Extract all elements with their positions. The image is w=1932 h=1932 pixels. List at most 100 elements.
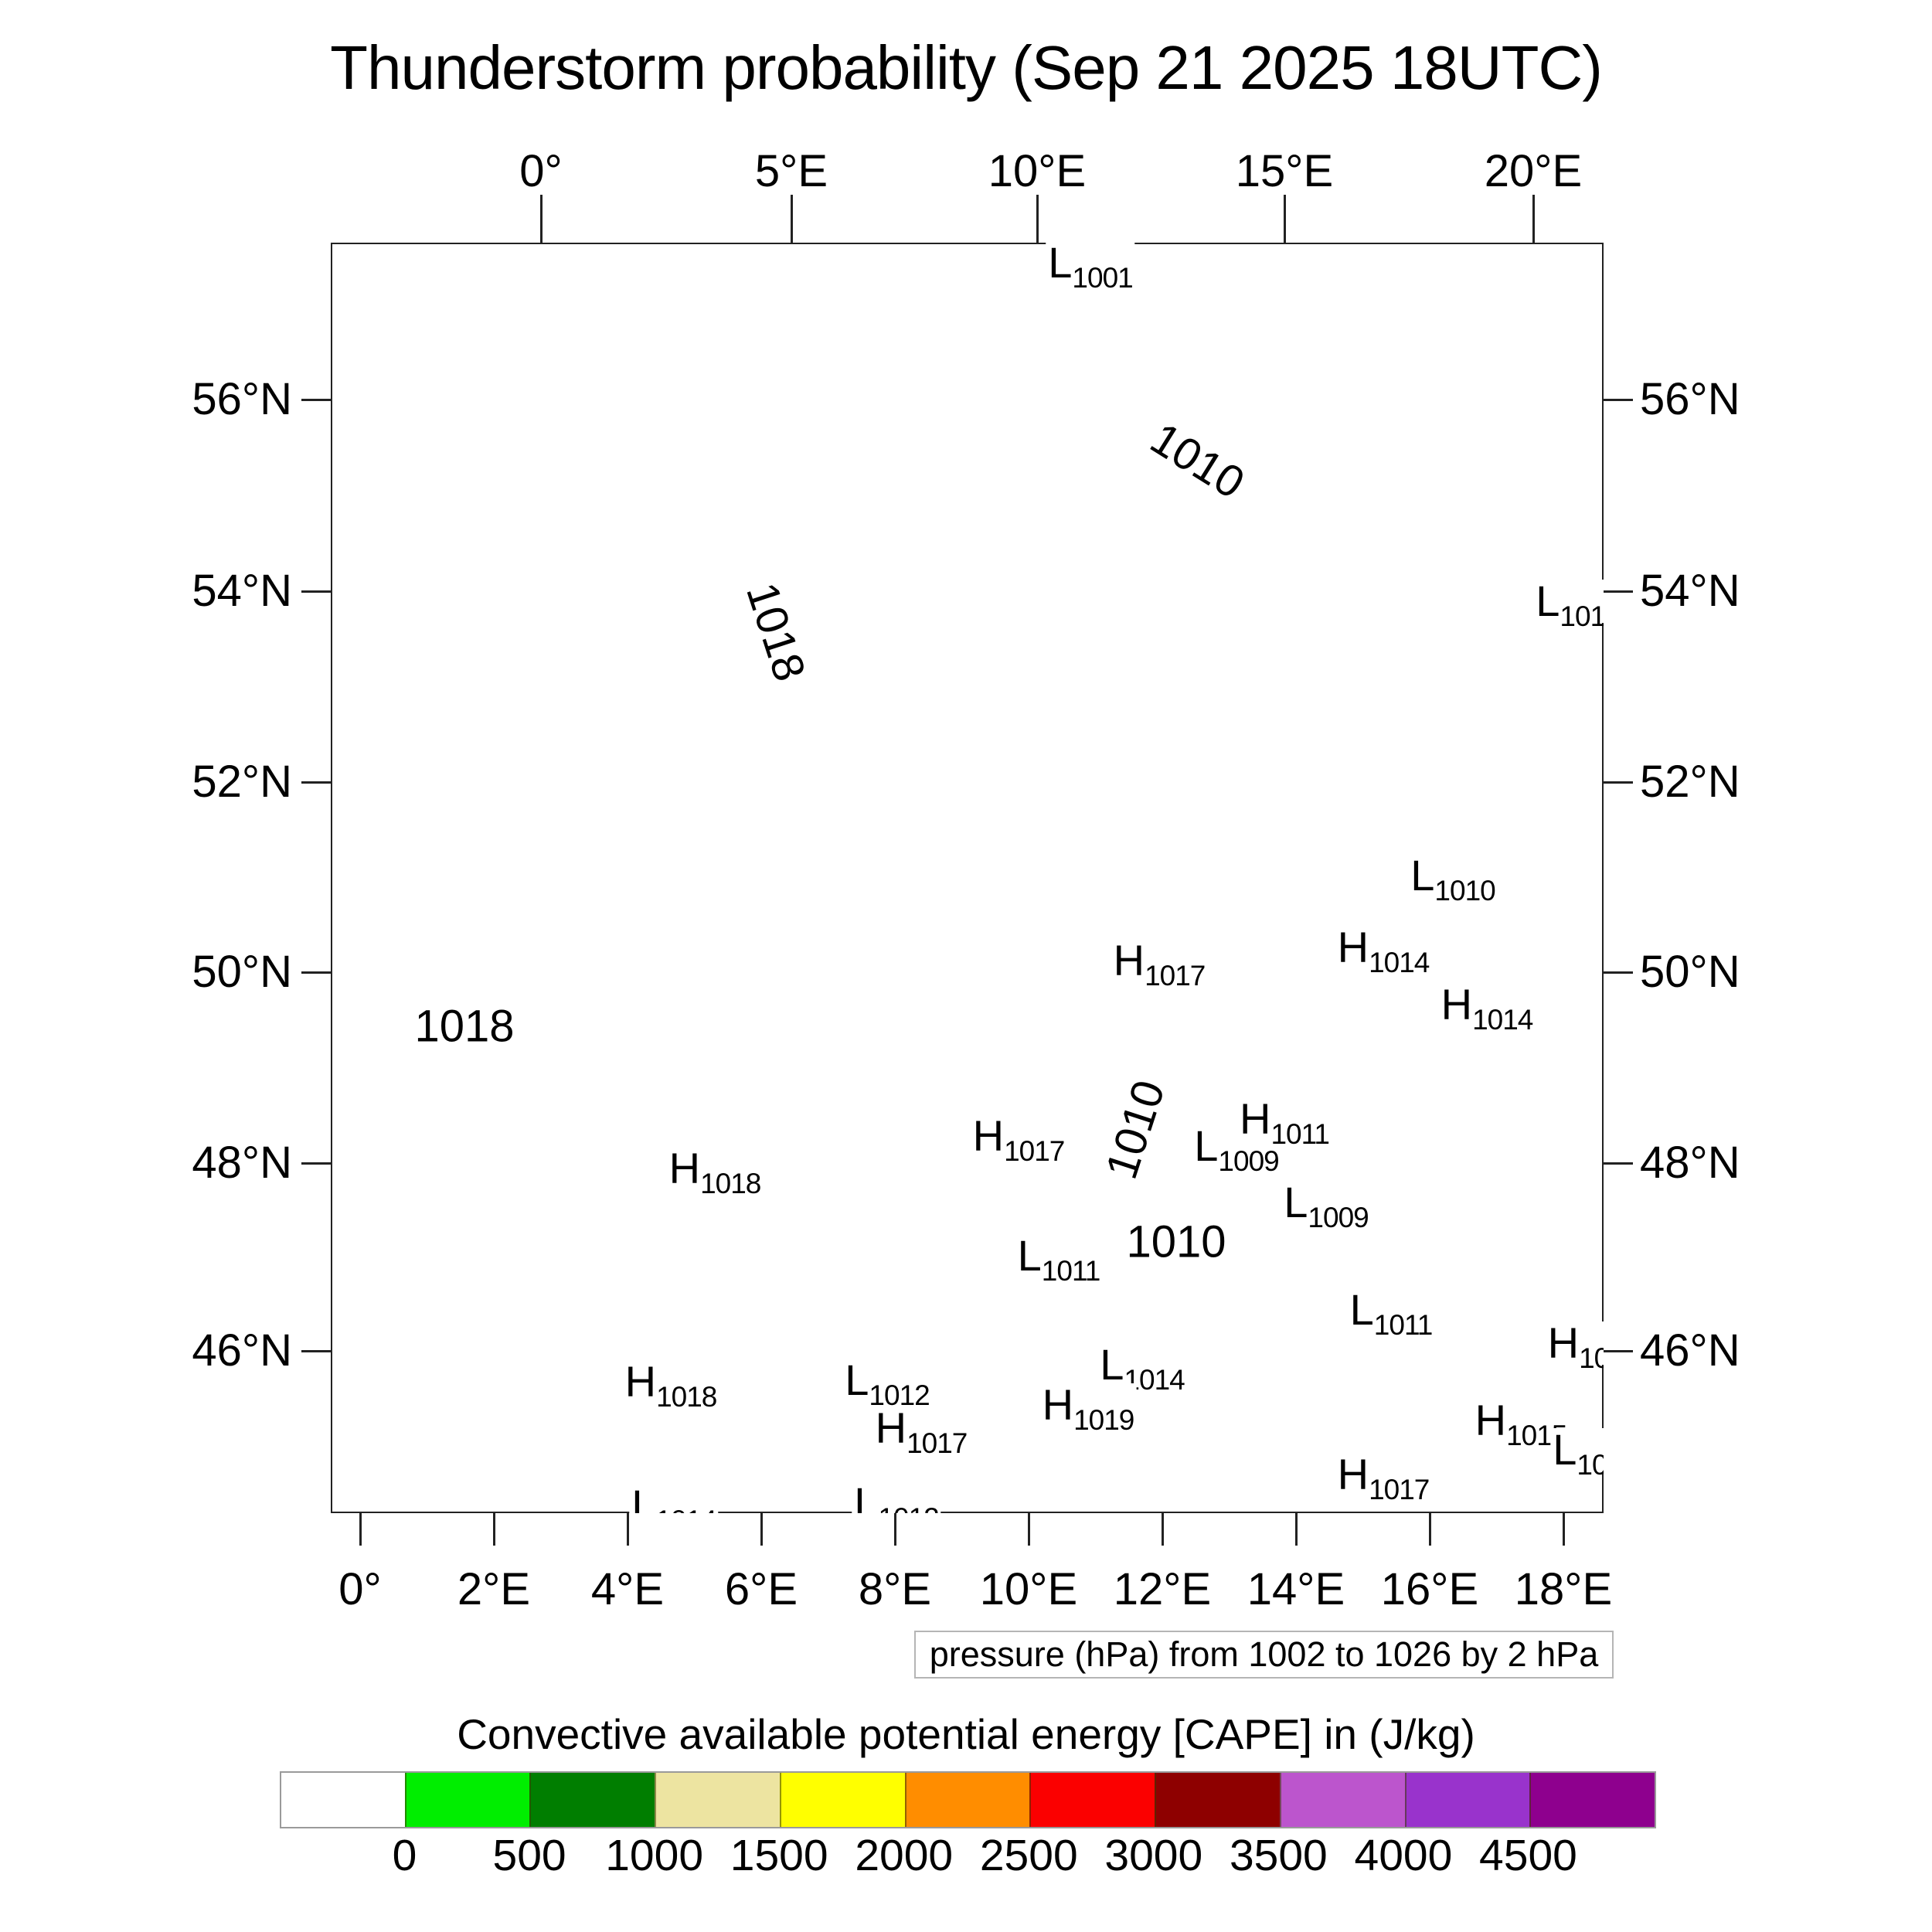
isobar-label-1010: 1010 bbox=[1139, 413, 1255, 510]
top-axis-label: 15°E bbox=[1235, 146, 1334, 196]
right-axis-label: 56°N bbox=[1640, 374, 1740, 424]
pressure-center-l1014: L1014 bbox=[629, 1484, 719, 1513]
colorbar-segment-1 bbox=[404, 1773, 530, 1827]
pressure-center-l1010: L1010 bbox=[1408, 854, 1498, 905]
pressure-center-h1018: H1018 bbox=[666, 1147, 764, 1198]
pressure-center-l1009: L1009 bbox=[1192, 1124, 1281, 1175]
colorbar-tick-label: 500 bbox=[492, 1831, 566, 1880]
colorbar-tick-label: 1500 bbox=[730, 1831, 828, 1880]
top-axis-tick bbox=[1036, 195, 1039, 243]
top-axis-label: 20°E bbox=[1484, 146, 1583, 196]
bottom-axis-tick bbox=[760, 1513, 763, 1546]
bottom-axis-label: 16°E bbox=[1380, 1564, 1479, 1614]
pressure-center-h1017: H1017 bbox=[872, 1406, 970, 1458]
colorbar-segment-9 bbox=[1404, 1773, 1530, 1827]
left-axis-label: 50°N bbox=[192, 947, 292, 997]
pressure-center-l1011: L1011 bbox=[1015, 1234, 1103, 1285]
pressure-center-h1011: H1011 bbox=[1236, 1097, 1332, 1148]
bottom-axis-tick bbox=[1429, 1513, 1431, 1546]
colorbar-tick-label: 0 bbox=[392, 1831, 417, 1880]
top-axis-tick bbox=[791, 195, 793, 243]
bottom-axis-label: 8°E bbox=[858, 1564, 932, 1614]
top-axis-tick bbox=[540, 195, 543, 243]
pressure-center-h1017: H1017 bbox=[970, 1114, 1067, 1165]
isobar-label-1010: 1010 bbox=[1096, 1072, 1175, 1188]
bottom-axis-label: 12°E bbox=[1113, 1564, 1212, 1614]
left-axis-label: 52°N bbox=[192, 757, 292, 807]
left-axis-tick bbox=[301, 1350, 331, 1352]
colorbar-segment-10 bbox=[1529, 1773, 1655, 1827]
pressure-center-h1014: H1014 bbox=[1335, 926, 1432, 977]
pressure-center-l1015: L1015 bbox=[1550, 1428, 1604, 1479]
colorbar-segment-5 bbox=[904, 1773, 1030, 1827]
pressure-center-h1014: H1014 bbox=[1438, 983, 1536, 1034]
bottom-axis-tick bbox=[1028, 1513, 1030, 1546]
right-axis-tick bbox=[1604, 971, 1633, 974]
right-axis-label: 46°N bbox=[1640, 1325, 1740, 1376]
cape-colorbar bbox=[280, 1771, 1656, 1828]
left-axis-label: 46°N bbox=[192, 1325, 292, 1376]
top-axis-label: 5°E bbox=[754, 146, 828, 196]
right-axis-tick bbox=[1604, 1162, 1633, 1165]
right-axis-label: 54°N bbox=[1640, 566, 1740, 616]
colorbar-tick-label: 2500 bbox=[979, 1831, 1078, 1880]
left-axis-label: 56°N bbox=[192, 374, 292, 424]
colorbar-segment-7 bbox=[1155, 1773, 1280, 1827]
pressure-center-l1001: L1001 bbox=[1046, 243, 1135, 292]
bottom-axis-label: 6°E bbox=[724, 1564, 798, 1614]
left-axis-tick bbox=[301, 1162, 331, 1165]
colorbar-title: Convective available potential energy [C… bbox=[457, 1710, 1475, 1758]
colorbar-tick-label: 2000 bbox=[855, 1831, 954, 1880]
top-axis-tick bbox=[1284, 195, 1286, 243]
colorbar-tick-label: 4500 bbox=[1479, 1831, 1577, 1880]
right-axis-label: 52°N bbox=[1640, 757, 1740, 807]
bottom-axis-tick bbox=[1162, 1513, 1164, 1546]
pressure-center-h1018: H1018 bbox=[622, 1360, 719, 1411]
colorbar-segment-4 bbox=[779, 1773, 905, 1827]
bottom-axis-tick bbox=[627, 1513, 629, 1546]
right-axis-label: 48°N bbox=[1640, 1138, 1740, 1188]
colorbar-segment-6 bbox=[1029, 1773, 1155, 1827]
bottom-axis-label: 0° bbox=[338, 1564, 382, 1614]
pressure-center-h1017: H1017 bbox=[1335, 1453, 1432, 1504]
pressure-center-l1009: L1009 bbox=[1281, 1181, 1371, 1232]
bottom-axis-label: 2°E bbox=[457, 1564, 531, 1614]
right-axis-tick bbox=[1604, 1350, 1633, 1352]
pressure-center-h1016: H1016 bbox=[1545, 1321, 1604, 1372]
bottom-axis-tick bbox=[359, 1513, 362, 1546]
bottom-axis-tick bbox=[1563, 1513, 1565, 1546]
isobar-label-1018: 1018 bbox=[411, 1003, 518, 1051]
pressure-legend: pressure (hPa) from 1002 to 1026 by 2 hP… bbox=[914, 1631, 1614, 1679]
right-axis-label: 50°N bbox=[1640, 947, 1740, 997]
pressure-center-l1011: L1011 bbox=[1347, 1288, 1435, 1339]
bottom-axis-label: 4°E bbox=[590, 1564, 665, 1614]
bottom-axis-label: 10°E bbox=[979, 1564, 1078, 1614]
colorbar-segment-2 bbox=[529, 1773, 655, 1827]
isobar-label-1010: 1010 bbox=[1123, 1219, 1230, 1267]
bottom-axis-label: 18°E bbox=[1514, 1564, 1613, 1614]
colorbar-segment-3 bbox=[655, 1773, 780, 1827]
left-axis-tick bbox=[301, 399, 331, 401]
top-axis-label: 10°E bbox=[988, 146, 1087, 196]
right-axis-tick bbox=[1604, 399, 1633, 401]
right-axis-tick bbox=[1604, 590, 1633, 593]
pressure-center-h1019: H1019 bbox=[1039, 1383, 1137, 1434]
colorbar-tick-label: 3500 bbox=[1229, 1831, 1328, 1880]
bottom-axis-tick bbox=[1295, 1513, 1298, 1546]
pressure-center-l1010: L1010 bbox=[1533, 580, 1604, 631]
left-axis-tick bbox=[301, 781, 331, 784]
colorbar-tick-label: 1000 bbox=[605, 1831, 704, 1880]
isobar-label-1018: 1018 bbox=[736, 574, 815, 690]
right-axis-tick bbox=[1604, 781, 1633, 784]
colorbar-segment-8 bbox=[1279, 1773, 1405, 1827]
pressure-center-h1017: H1017 bbox=[1111, 939, 1208, 990]
bottom-axis-tick bbox=[894, 1513, 896, 1546]
top-axis-label: 0° bbox=[519, 146, 563, 196]
colorbar-segment-0 bbox=[281, 1773, 405, 1827]
page-title: Thunderstorm probability (Sep 21 2025 18… bbox=[330, 33, 1603, 102]
bottom-axis-tick bbox=[493, 1513, 495, 1546]
left-axis-label: 54°N bbox=[192, 566, 292, 616]
colorbar-tick-label: 4000 bbox=[1354, 1831, 1453, 1880]
